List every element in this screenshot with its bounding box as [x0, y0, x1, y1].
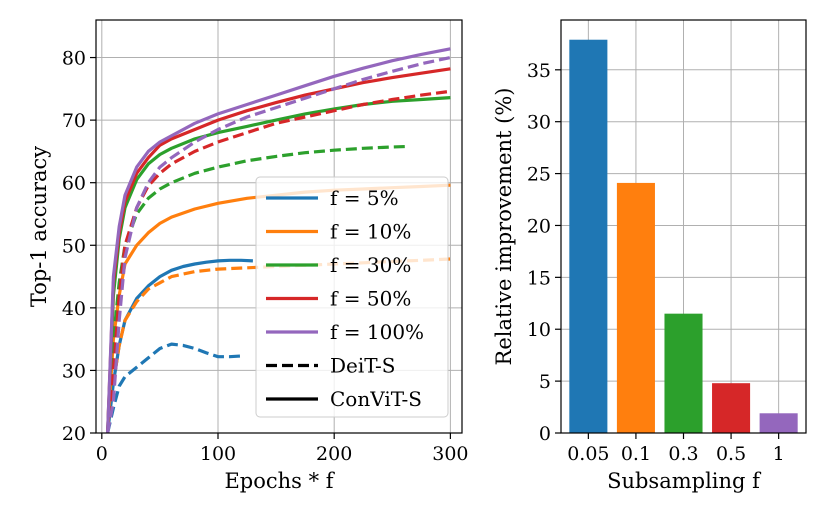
legend-label: f = 50% — [330, 287, 411, 311]
bar-f-0-05 — [569, 39, 608, 434]
series-line-f-5-convit-s — [106, 258, 253, 434]
series-line-f-5-deit-s — [106, 342, 242, 434]
right-y-tick-label: 30 — [527, 112, 551, 134]
left-y-axis-label: Top-1 accuracy — [27, 146, 51, 307]
left-x-tick-label: 100 — [200, 443, 236, 465]
legend-items: f = 5% f = 10% f = 30% f = 50% f = 100% DeiT-… — [266, 186, 424, 411]
right-y-axis-label: Relative improvement (%) — [492, 88, 516, 366]
right-y-tick-label: 10 — [527, 319, 551, 341]
right-x-tick-label: 1 — [773, 443, 785, 465]
series-line-f-30-deit-s — [106, 144, 410, 434]
left-y-tick-label: 50 — [62, 235, 86, 257]
left-axis-ticks: 0 100 200 300 20 30 40 50 60 70 80 — [62, 48, 469, 465]
right-x-axis-label: Subsampling f — [607, 469, 762, 493]
right-x-tick-label: 0.1 — [621, 443, 651, 465]
right-y-tick-label: 15 — [527, 267, 551, 289]
legend-label: DeiT-S — [330, 354, 396, 378]
legend-label: ConViT-S — [330, 387, 422, 411]
bar-f-0-3 — [664, 313, 703, 433]
improvement-bar-chart: 0 5 10 15 20 25 30 35 0.05 0.1 0.3 0.5 1 Subsampling… — [492, 19, 807, 493]
legend: f = 5% f = 10% f = 30% f = 50% f = 100% DeiT-… — [255, 176, 449, 418]
series-line-f-100-convit-s — [106, 47, 451, 434]
left-x-axis-label: Epochs * f — [224, 469, 335, 493]
bar-f-0-1 — [616, 182, 655, 433]
right-x-tick-label: 0.05 — [567, 443, 609, 465]
left-y-tick-label: 60 — [62, 173, 86, 195]
right-axis-ticks: 0 5 10 15 20 25 30 35 0.05 0.1 0.3 0.5 1 — [527, 60, 785, 465]
right-y-tick-label: 20 — [527, 215, 551, 237]
legend-label: f = 30% — [330, 253, 411, 277]
left-y-tick-label: 70 — [62, 110, 86, 132]
right-x-tick-label: 0.3 — [668, 443, 698, 465]
right-y-tick-label: 35 — [527, 60, 551, 82]
right-x-tick-label: 0.5 — [716, 443, 746, 465]
right-y-tick-label: 5 — [539, 371, 551, 393]
bar-f-1 — [759, 413, 798, 433]
accuracy-line-chart: 0 100 200 300 20 30 40 50 60 70 80 Epochs * f Top-… — [27, 19, 469, 493]
left-y-tick-label: 40 — [62, 298, 86, 320]
legend-label: f = 5% — [330, 186, 399, 210]
legend-label: f = 10% — [330, 220, 411, 244]
left-y-tick-label: 80 — [62, 48, 86, 70]
improvement-bars — [569, 39, 798, 434]
left-y-tick-label: 30 — [62, 360, 86, 382]
series-line-f-50-deit-s — [106, 89, 451, 434]
bar-f-0-5 — [712, 383, 751, 433]
legend-label: f = 100% — [330, 320, 424, 344]
left-x-tick-label: 0 — [96, 443, 108, 465]
legend-box — [255, 176, 449, 418]
left-y-tick-label: 20 — [62, 423, 86, 445]
series-line-f-100-deit-s — [106, 55, 451, 434]
left-plot-frame — [95, 19, 463, 434]
left-x-tick-label: 300 — [432, 443, 468, 465]
right-y-tick-label: 0 — [539, 423, 551, 445]
right-y-tick-label: 25 — [527, 164, 551, 186]
left-x-tick-label: 200 — [316, 443, 352, 465]
